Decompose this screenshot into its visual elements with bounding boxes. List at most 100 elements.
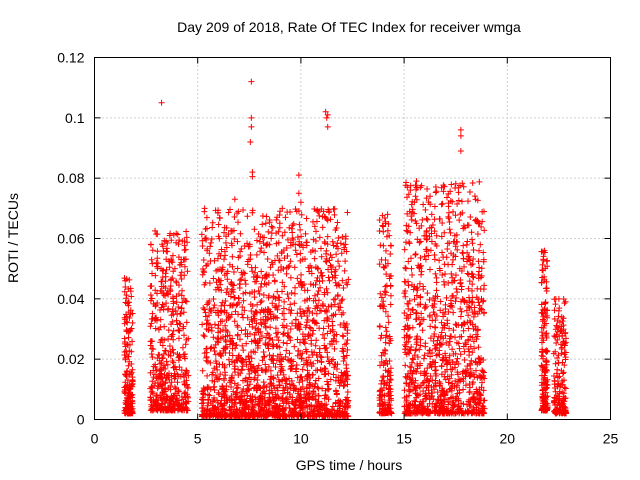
data-point [447,395,454,402]
data-point [443,389,450,396]
data-point [476,178,483,185]
data-point [432,345,439,352]
data-point [437,333,444,340]
data-point [179,344,186,351]
data-point [198,231,205,238]
data-point [286,391,293,398]
data-point [230,269,237,276]
data-point [480,249,487,256]
data-point [238,367,245,374]
data-point [440,409,447,416]
data-point [343,279,350,286]
data-point [416,280,423,287]
data-point [312,396,319,403]
data-point [480,310,487,317]
data-point [426,233,433,240]
data-point [439,220,446,227]
data-point [330,242,337,249]
data-point [466,294,473,301]
data-point [170,300,177,307]
data-point [408,359,415,366]
data-point [421,253,428,260]
data-point [258,366,265,373]
data-point [561,377,568,384]
data-point [417,293,424,300]
data-point [263,213,270,220]
data-point [283,380,290,387]
data-point [450,327,457,334]
data-point [448,270,455,277]
data-point [414,236,421,243]
data-point [276,220,283,227]
data-point [228,377,235,384]
data-point [158,287,165,294]
data-point [270,395,277,402]
data-point [121,348,128,355]
data-point [479,379,486,386]
data-point [281,283,288,290]
data-point [199,242,206,249]
y-tick-label: 0.04 [57,291,84,307]
data-point [250,404,257,411]
data-point [304,287,311,294]
data-point [277,413,284,420]
data-point [250,363,257,370]
data-point [409,401,416,408]
data-point [465,303,472,310]
data-point [175,254,182,261]
data-point [184,394,191,401]
data-point [343,340,350,347]
data-point [228,383,235,390]
data-point [405,239,412,246]
data-point [337,379,344,386]
data-point [274,393,281,400]
data-point [385,221,392,228]
data-point [304,367,311,374]
data-point [559,370,566,377]
data-point [184,268,191,275]
data-point [274,407,281,414]
data-point [543,285,550,292]
data-point [219,385,226,392]
data-point [315,209,322,216]
data-point [539,387,546,394]
data-point [230,301,237,308]
data-point [436,257,443,264]
data-point [446,219,453,226]
data-point [465,337,472,344]
data-point [379,374,386,381]
data-point [453,393,460,400]
data-point [465,312,472,319]
data-point [433,287,440,294]
data-point [432,270,439,277]
data-point [173,317,180,324]
data-point [203,234,210,241]
data-point [287,310,294,317]
data-point [266,219,273,226]
data-point [161,323,168,330]
data-point [384,260,391,267]
data-point [428,230,435,237]
data-point [303,242,310,249]
data-point [286,357,293,364]
data-point [556,333,563,340]
data-point [467,362,474,369]
data-point [281,387,288,394]
data-point [255,325,262,332]
data-point [456,217,463,224]
data-point [281,229,288,236]
data-point [205,300,212,307]
data-point [306,394,313,401]
data-point [262,402,269,409]
data-point [219,334,226,341]
data-point [326,411,333,418]
data-point [169,346,176,353]
data-point [445,190,452,197]
data-point [386,382,393,389]
data-point [296,404,303,411]
data-point [448,380,455,387]
data-point [269,355,276,362]
data-point [412,347,419,354]
data-point [432,377,439,384]
data-point [257,385,264,392]
